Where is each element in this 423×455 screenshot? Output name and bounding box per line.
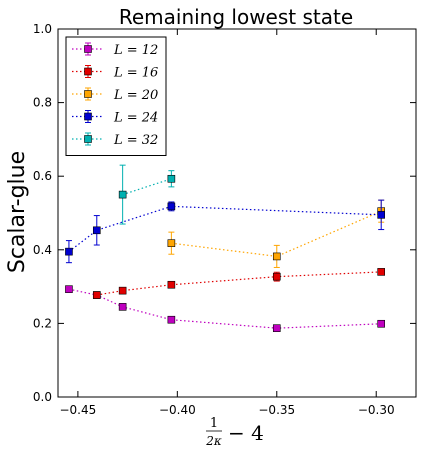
series-l-16 [92,268,385,299]
legend-item: L = 12 [72,42,158,58]
data-point [377,211,385,219]
data-point [65,285,73,293]
data-point [272,272,281,281]
x-tick-label: −0.45 [59,403,96,417]
x-tick-label: −0.40 [159,403,196,417]
y-tick-label: 0.8 [33,96,52,110]
y-tick-label: 0.2 [33,316,52,330]
series-line [96,271,382,296]
x-tick-label: −0.30 [358,403,395,417]
x-label-rest: − 4 [228,421,264,445]
chart-title: Remaining lowest state [119,5,353,29]
data-point [65,247,73,256]
data-point [118,190,127,199]
legend-box [65,36,167,156]
data-point [167,280,176,289]
legend-item: L = 16 [72,65,158,81]
legend-marker [84,45,92,53]
y-axis-ticks: 0.0 0.2 0.4 0.6 0.8 1.0 [33,22,416,404]
data-point [272,324,281,332]
legend-label: L = 32 [113,133,158,148]
legend: L = 12 L = 16 L = 20 L = 24 L = 32 [65,36,167,156]
data-point [377,319,385,328]
data-point [167,174,176,183]
legend-marker [84,90,92,98]
x-label-denominator: 2κ [205,434,222,448]
legend-label: L = 24 [113,111,158,126]
legend-label: L = 16 [113,66,158,81]
legend-item: L = 20 [72,87,158,103]
y-tick-label: 1.0 [33,22,52,36]
data-point [167,315,176,324]
data-point [118,303,127,311]
plot-frame [57,28,417,398]
y-tick-label: 0.0 [33,390,52,404]
series-l-20 [167,199,385,268]
legend-label: L = 12 [113,43,158,58]
data-point [118,286,127,295]
plot-area [57,28,417,398]
x-tick-label: −0.35 [258,403,295,417]
legend-marker [84,112,92,121]
data-point [377,268,385,276]
x-axis-label: 1 2κ − 4 [205,416,264,448]
data-point [167,239,176,247]
legend-item: L = 32 [72,132,158,148]
legend-item: L = 24 [72,110,158,126]
series-line [68,288,382,329]
legend-marker [84,135,92,143]
y-tick-label: 0.6 [33,169,52,183]
series-l-24 [65,199,385,264]
series-line [122,178,172,196]
data-point [92,226,101,235]
legend-marker [84,67,92,76]
x-label-numerator: 1 [210,416,218,431]
series-l-12 [65,285,385,332]
data-point [167,202,176,211]
y-axis-label: Scalar-glue [5,151,30,273]
legend-label: L = 20 [113,88,158,103]
data-point [92,291,101,299]
data-point [272,252,281,261]
series-line [68,205,382,253]
y-tick-label: 0.4 [33,243,52,257]
x-axis-ticks: −0.45 −0.40 −0.35 −0.30 [59,29,395,417]
series-l-32 [118,164,176,225]
series-layer [65,164,385,332]
